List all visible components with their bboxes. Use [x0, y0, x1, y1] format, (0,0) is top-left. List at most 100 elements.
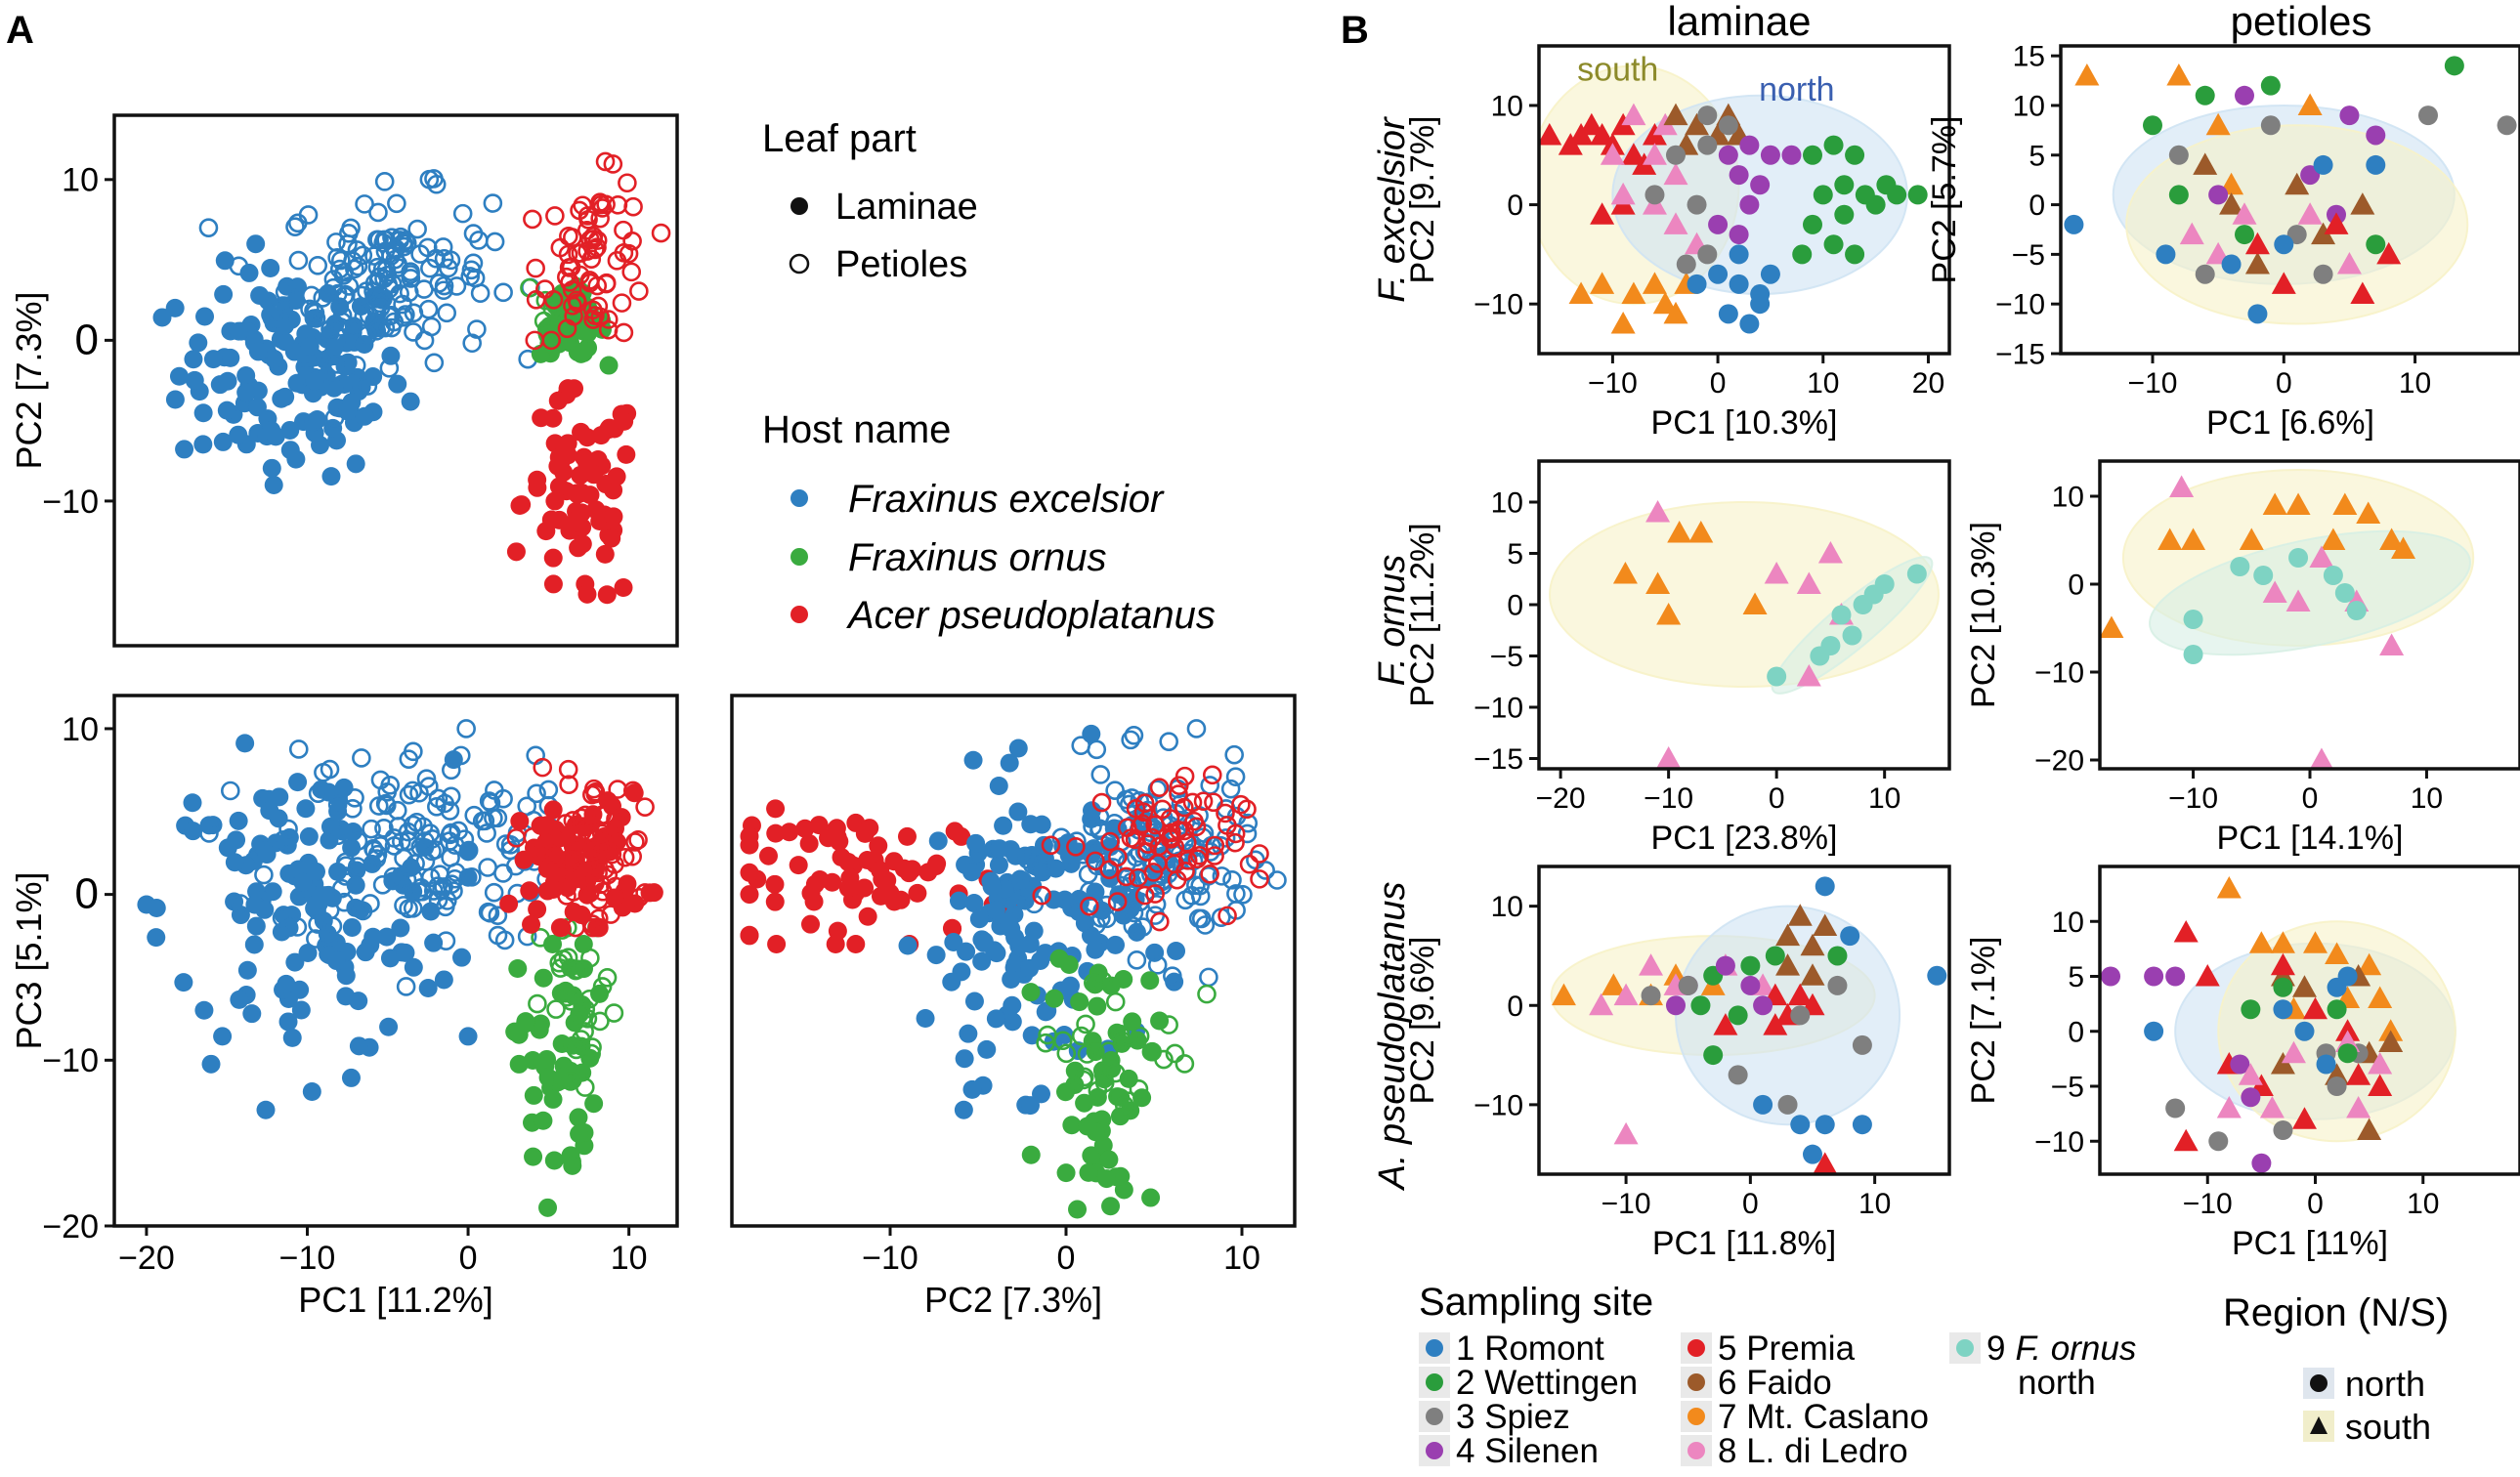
point-fraxinus_excelsior-petioles [1089, 819, 1110, 839]
x-tick-label: 0 [1742, 1188, 1759, 1220]
point-fraxinus_excelsior-petioles [1090, 765, 1111, 784]
point-acer-laminae [615, 411, 634, 431]
point-fraxinus_excelsior-laminae [269, 809, 288, 828]
point-acer-petioles [1032, 885, 1052, 906]
legend-site-2: 2 Wettingen [1419, 1364, 1638, 1402]
legend-host-title: Host name [762, 408, 951, 451]
point-site-5 [2346, 1063, 2371, 1085]
point-fraxinus_excelsior-petioles [1267, 870, 1287, 890]
point-fraxinus_excelsior-petioles [334, 892, 355, 912]
point-site-6 [2291, 975, 2317, 997]
point-site-7 [1688, 521, 1714, 543]
point-site-8 [1613, 983, 1639, 1006]
point-site-8 [2285, 589, 2311, 612]
point-fraxinus_ornus-petioles [580, 948, 600, 968]
point-site-9 [2253, 566, 2274, 585]
point-fraxinus_excelsior-petioles [388, 817, 408, 836]
point-fraxinus_excelsior-petioles [1096, 908, 1117, 929]
point-site-7 [2357, 952, 2382, 976]
point-fraxinus_excelsior-laminae [236, 383, 256, 402]
point-acer-petioles [621, 262, 642, 282]
point-fraxinus_excelsior-petioles [348, 831, 368, 851]
point-fraxinus_ornus-laminae [1065, 1061, 1085, 1080]
point-fraxinus_excelsior-laminae [401, 392, 420, 411]
point-fraxinus_excelsior-laminae [326, 951, 346, 971]
point-site-1 [2221, 254, 2242, 274]
point-site-3 [1687, 194, 1707, 215]
point-acer-petioles [1169, 776, 1189, 795]
point-fraxinus_excelsior-laminae [1020, 934, 1040, 953]
point-site-1 [1803, 1144, 1822, 1164]
x-tick-label: −10 [279, 1240, 336, 1277]
point-fraxinus_ornus-petioles [1094, 1073, 1115, 1093]
point-site-8 [2309, 545, 2334, 568]
point-site-1 [1927, 965, 1947, 986]
y-tick-label: 10 [2013, 90, 2045, 122]
point-acer-laminae [577, 428, 597, 447]
legend-site-label: 9 F. ornus [1986, 1329, 2136, 1368]
point-acer-petioles [1131, 817, 1150, 836]
point-fraxinus_excelsior-laminae [261, 259, 280, 278]
point-acer-petioles [1132, 814, 1153, 834]
point-site-2 [1728, 1005, 1748, 1026]
point-fraxinus_excelsior-petioles [231, 894, 250, 913]
point-fraxinus_excelsior-petioles [1071, 736, 1091, 756]
point-fraxinus_excelsior-petioles [404, 868, 423, 889]
point-acer-laminae [520, 881, 539, 901]
point-fraxinus_excelsior-petioles [274, 829, 293, 850]
point-fraxinus_excelsior-petioles [403, 815, 423, 835]
point-fraxinus_ornus-petioles [1129, 1079, 1149, 1099]
point-fraxinus_ornus-laminae [1049, 949, 1069, 968]
point-site-1 [2273, 999, 2293, 1020]
point-acer-laminae [795, 819, 815, 838]
point-fraxinus_excelsior-petioles [308, 914, 327, 934]
point-site-2 [2337, 1043, 2358, 1064]
point-site-7 [1551, 983, 1576, 1006]
point-fraxinus_excelsior-laminae [1020, 958, 1040, 978]
point-fraxinus_ornus-laminae [538, 1198, 558, 1217]
point-acer-petioles [582, 300, 603, 320]
point-site-2 [2366, 234, 2386, 255]
point-acer-laminae [809, 816, 829, 835]
point-fraxinus_excelsior-petioles [477, 823, 496, 843]
plot-frame [112, 694, 679, 1228]
point-site-3 [2327, 1076, 2347, 1096]
point-fraxinus_excelsior-petioles [440, 801, 460, 821]
point-fraxinus_excelsior-petioles [1171, 794, 1191, 814]
point-acer-laminae [765, 892, 785, 911]
point-acer-laminae [549, 477, 569, 496]
point-fraxinus_excelsior-laminae [246, 234, 266, 254]
point-site-7 [2325, 942, 2350, 964]
legend-site-label: 7 Mt. Caslano [1718, 1398, 1929, 1436]
row-label-a-pseudoplatanus: A. pseudoplatanus [1372, 882, 1413, 1192]
point-site-7 [2181, 528, 2206, 550]
point-site-2 [2444, 56, 2464, 76]
point-fraxinus_excelsior-petioles [436, 931, 456, 950]
point-fraxinus_excelsior-laminae [270, 787, 289, 807]
x-axis-label: PC1 [11.2%] [298, 1280, 492, 1320]
point-site-8 [2336, 252, 2362, 274]
point-fraxinus_ornus-laminae [1088, 996, 1107, 1016]
point-fraxinus_excelsior-petioles [287, 917, 308, 937]
point-fraxinus_excelsior-petioles [1147, 955, 1168, 975]
point-fraxinus_excelsior-petioles [288, 250, 309, 271]
point-acer-petioles [578, 209, 598, 230]
point-acer-petioles [534, 279, 555, 299]
point-site-5 [2173, 920, 2199, 943]
point-site-7 [2248, 931, 2274, 953]
point-site-4 [1739, 135, 1760, 155]
point-fraxinus_ornus-petioles [561, 991, 580, 1011]
point-fraxinus_excelsior-laminae [987, 944, 1006, 963]
point-site-4 [1715, 955, 1735, 976]
point-fraxinus_excelsior-laminae [291, 1000, 311, 1020]
point-fraxinus_excelsior-laminae [1008, 802, 1028, 822]
point-fraxinus_ornus-laminae [1110, 1107, 1130, 1126]
point-site-1 [2247, 304, 2268, 324]
point-fraxinus_excelsior-laminae [276, 387, 295, 406]
point-fraxinus_excelsior-petioles [394, 848, 413, 868]
point-acer-laminae [568, 485, 587, 504]
point-fraxinus_ornus-laminae [1141, 1188, 1161, 1207]
point-fraxinus_excelsior-laminae [999, 911, 1018, 931]
point-site-3 [1697, 106, 1718, 126]
point-fraxinus_excelsior-petioles [379, 359, 400, 378]
